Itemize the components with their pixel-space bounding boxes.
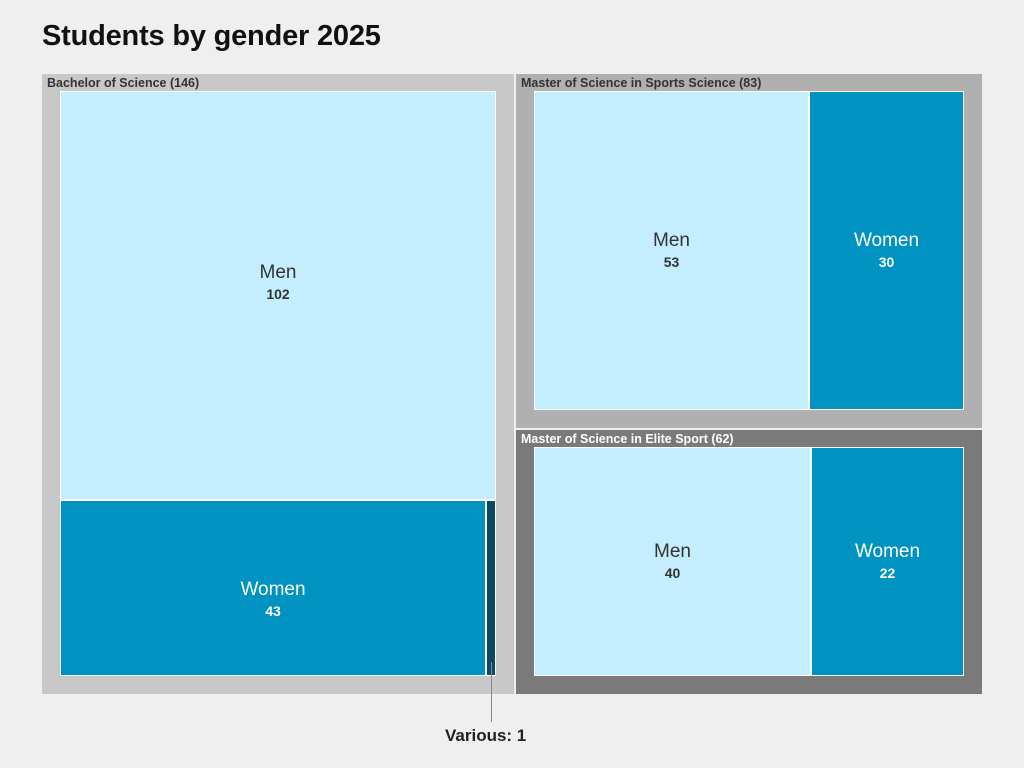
cell-label: Women 22 [812, 541, 963, 583]
chart-title: Students by gender 2025 [42, 20, 381, 52]
cell-label: Men 40 [535, 541, 810, 583]
cell-category-label: Women [854, 540, 921, 562]
cell-label: Women 43 [61, 579, 485, 621]
group-label: Master of Science in Elite Sport (62) [521, 432, 734, 446]
annotation-leader-line [491, 662, 492, 722]
treemap-cell-bachelor-of-science-men: Men 102 [60, 91, 496, 500]
treemap-cell-master-of-science-in-sports-science-men: Men 53 [534, 91, 809, 410]
cell-label: Men 53 [535, 230, 808, 272]
group-label: Master of Science in Sports Science (83) [521, 76, 762, 90]
group-label: Bachelor of Science (146) [47, 76, 200, 90]
cell-category-label: Women [853, 229, 920, 251]
treemap-cell-bachelor-of-science-various [486, 500, 496, 676]
treemap-group-master-of-science-in-elite-sport: Master of Science in Elite Sport (62) Men… [516, 430, 982, 694]
cell-label: Women 30 [810, 230, 963, 272]
treemap-cell-master-of-science-in-elite-sport-women: Women 22 [811, 447, 964, 676]
treemap-cell-bachelor-of-science-women: Women 43 [60, 500, 486, 676]
cell-category-label: Men [653, 229, 690, 251]
treemap-group-bachelor-of-science: Bachelor of Science (146) Men 102 Women 43 [42, 74, 514, 694]
treemap-cell-master-of-science-in-elite-sport-men: Men 40 [534, 447, 811, 676]
cell-label: Men 102 [61, 262, 495, 304]
cell-value-label: 102 [266, 286, 290, 303]
cell-value-label: 30 [878, 253, 895, 270]
cell-category-label: Women [240, 579, 306, 601]
cell-value-label: 40 [664, 564, 681, 581]
treemap-cell-master-of-science-in-sports-science-women: Women 30 [809, 91, 964, 410]
cell-value-label: 22 [879, 564, 896, 581]
treemap-group-master-of-science-in-sports-science: Master of Science in Sports Science (83)… [516, 74, 982, 428]
cell-value-label: 53 [663, 253, 680, 270]
cell-category-label: Men [259, 262, 297, 284]
cell-value-label: 43 [265, 603, 281, 620]
cell-category-label: Men [654, 540, 691, 562]
annotation-various-label: Various: 1 [445, 726, 527, 745]
